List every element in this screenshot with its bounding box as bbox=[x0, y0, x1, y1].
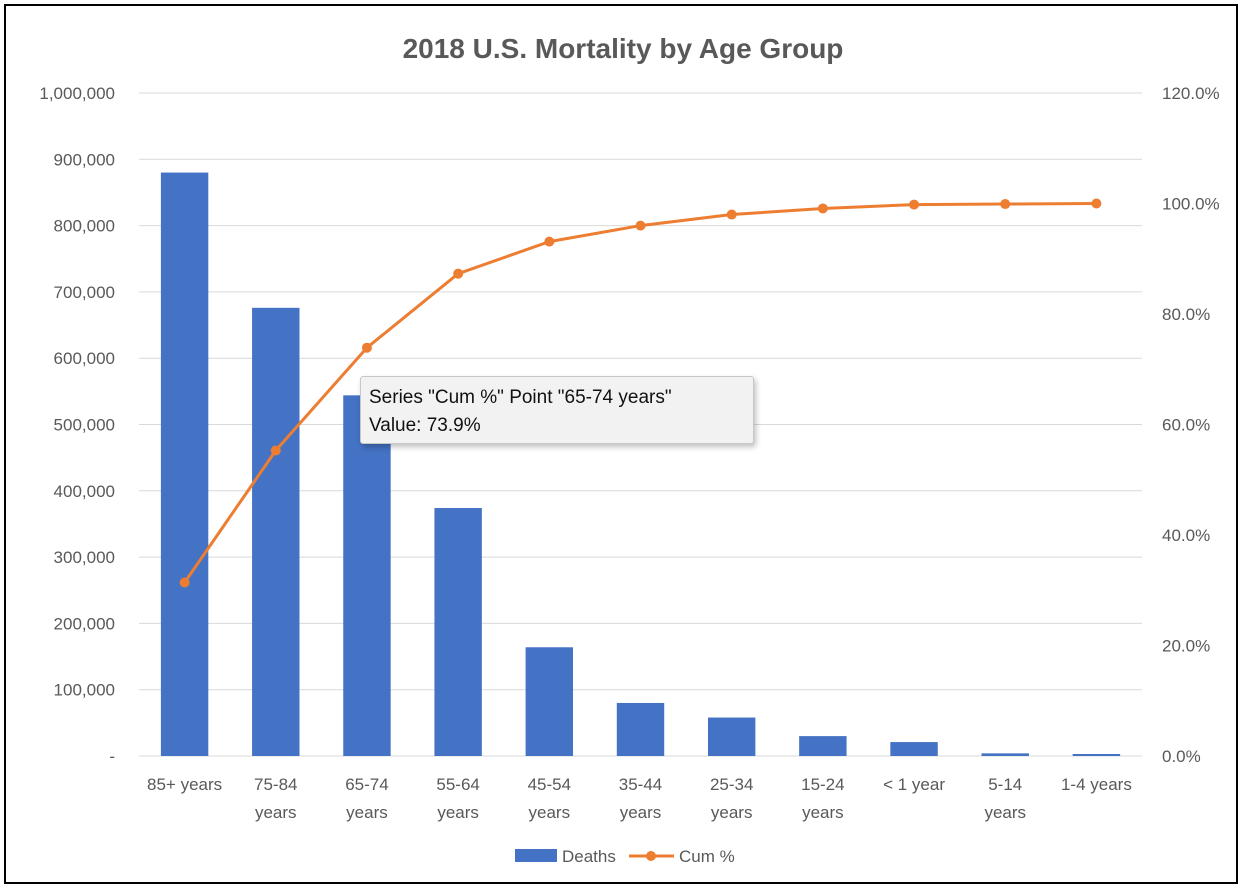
bar bbox=[799, 736, 847, 756]
legend-label-deaths: Deaths bbox=[562, 847, 616, 866]
deaths-series bbox=[160, 172, 1121, 756]
x-tick-label: 45-54 years bbox=[528, 775, 571, 822]
bar bbox=[616, 702, 665, 756]
bar bbox=[1072, 754, 1121, 756]
bar bbox=[890, 742, 938, 756]
y-tick-label: - bbox=[109, 747, 115, 766]
bar bbox=[434, 508, 482, 756]
legend-swatch-cum-marker bbox=[646, 851, 656, 861]
chart-title: 2018 U.S. Mortality by Age Group bbox=[403, 33, 844, 64]
chart-frame: 2018 U.S. Mortality by Age Group - 100,00… bbox=[4, 4, 1238, 884]
y2-tick-label: 0.0% bbox=[1162, 747, 1201, 766]
y-tick-label: 400,000 bbox=[54, 482, 115, 501]
chart-canvas: 2018 U.S. Mortality by Age Group - 100,00… bbox=[39, 33, 1220, 866]
y-tick-label: 600,000 bbox=[54, 349, 115, 368]
x-tick-label: < 1 year bbox=[883, 775, 945, 794]
category-axis: 85+ years 75-84 years 65-74 years 55-64 years 4… bbox=[147, 775, 1132, 822]
legend-label-cum: Cum % bbox=[679, 847, 735, 866]
y2-tick-label: 80.0% bbox=[1162, 305, 1210, 324]
line-point bbox=[817, 203, 828, 214]
line-point bbox=[635, 220, 646, 231]
line-point bbox=[270, 445, 281, 456]
y-tick-label: 800,000 bbox=[54, 217, 115, 236]
legend: Deaths Cum % bbox=[515, 847, 735, 866]
line-point bbox=[453, 268, 464, 279]
y-tick-label: 300,000 bbox=[54, 548, 115, 567]
y-tick-label: 700,000 bbox=[54, 283, 115, 302]
y2-tick-label: 60.0% bbox=[1162, 416, 1210, 435]
line-point bbox=[179, 577, 190, 588]
tooltip-value-line: Value: 73.9% bbox=[369, 415, 481, 436]
x-tick-label: 1-4 years bbox=[1061, 775, 1132, 794]
x-tick-label: 15-24 years bbox=[801, 775, 844, 822]
y2-tick-label: 20.0% bbox=[1162, 637, 1210, 656]
y-tick-label: 900,000 bbox=[54, 150, 115, 169]
x-tick-label: 35-44 years bbox=[619, 775, 662, 822]
line-point bbox=[361, 342, 372, 353]
tooltip-series-line: Series "Cum %" Point "65-74 years" bbox=[369, 387, 672, 408]
bar bbox=[707, 717, 756, 756]
line-point bbox=[1091, 198, 1102, 209]
y-tick-label: 200,000 bbox=[54, 614, 115, 633]
right-axis: 0.0% 20.0% 40.0% 60.0% 80.0% 100.0% 120.0% bbox=[1162, 84, 1220, 766]
line-point bbox=[909, 199, 920, 210]
y-tick-label: 1,000,000 bbox=[39, 84, 115, 103]
data-point-tooltip: Series "Cum %" Point "65-74 years" Value… bbox=[360, 376, 754, 444]
bar bbox=[981, 753, 1029, 756]
bar bbox=[343, 395, 391, 756]
y2-tick-label: 40.0% bbox=[1162, 526, 1210, 545]
x-tick-label: 85+ years bbox=[147, 775, 222, 794]
x-tick-label: 55-64 years bbox=[436, 775, 479, 822]
cum-percent-series bbox=[179, 198, 1102, 588]
y-tick-label: 500,000 bbox=[54, 416, 115, 435]
left-axis: - 100,000 200,000 300,000 400,000 500,000 600,… bbox=[39, 84, 115, 766]
line-point bbox=[726, 209, 737, 220]
bar bbox=[252, 307, 300, 756]
line-point bbox=[1000, 199, 1011, 210]
bar bbox=[525, 647, 574, 756]
x-tick-label: 25-34 years bbox=[710, 775, 753, 822]
bar bbox=[160, 172, 209, 756]
x-tick-label: 5-14 years bbox=[984, 775, 1026, 822]
y-tick-label: 100,000 bbox=[54, 681, 115, 700]
legend-swatch-deaths bbox=[515, 849, 557, 862]
x-tick-label: 75-84 years bbox=[254, 775, 297, 822]
x-tick-label: 65-74 years bbox=[345, 775, 388, 822]
line-point bbox=[544, 236, 555, 247]
y2-tick-label: 100.0% bbox=[1162, 195, 1220, 214]
y2-tick-label: 120.0% bbox=[1162, 84, 1220, 103]
